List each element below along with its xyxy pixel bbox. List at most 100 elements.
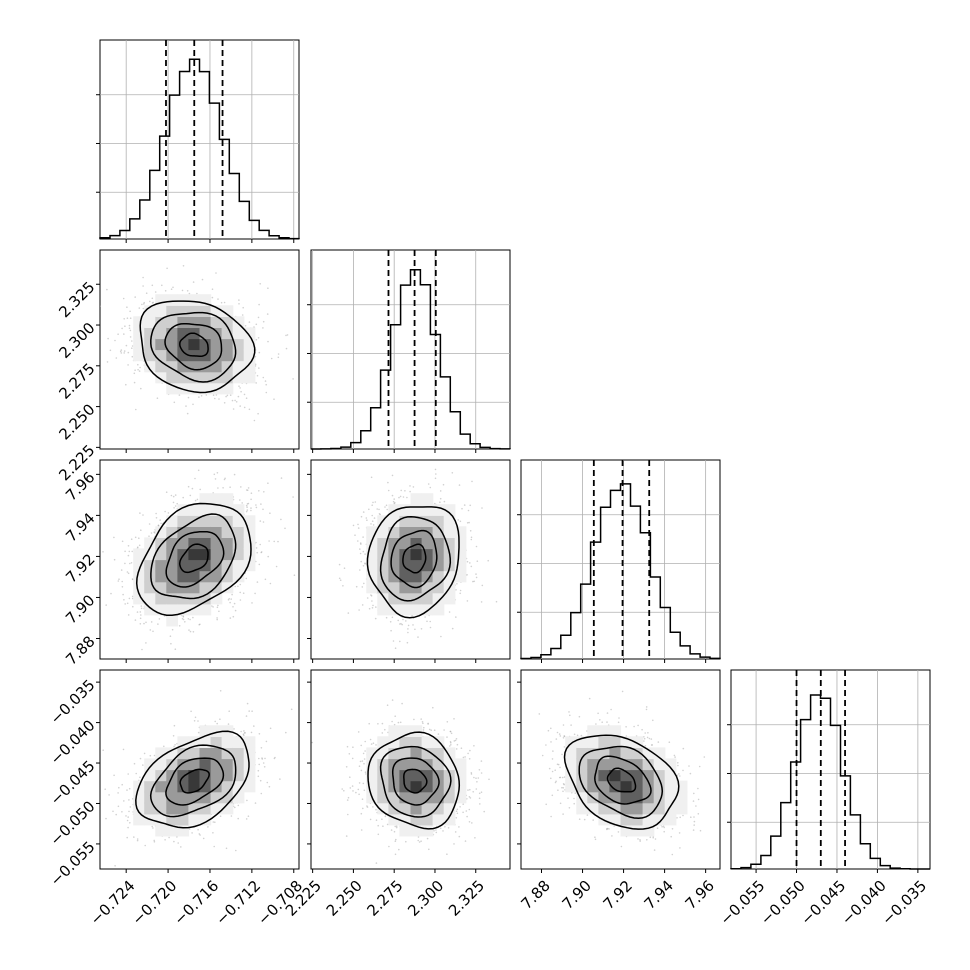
- sample-point: [370, 523, 372, 525]
- density-cell: [133, 581, 145, 594]
- sample-point: [194, 477, 196, 480]
- sample-point: [192, 403, 194, 406]
- sample-point: [215, 394, 218, 396]
- sample-point: [243, 393, 246, 396]
- density-cell: [177, 537, 190, 550]
- hist-panel-2: [517, 459, 721, 663]
- sample-point: [407, 624, 410, 627]
- sample-point: [361, 604, 364, 606]
- sample-point: [234, 399, 236, 402]
- density-cell: [177, 349, 190, 362]
- sample-point: [216, 472, 219, 474]
- density-cell: [155, 305, 167, 317]
- sample-point: [187, 485, 190, 488]
- sample-point: [214, 478, 217, 480]
- sample-point: [406, 496, 408, 499]
- density-cell: [210, 515, 223, 527]
- sample-point: [173, 507, 175, 509]
- sample-point: [373, 517, 376, 519]
- density-cell: [188, 338, 201, 351]
- sample-point: [242, 592, 245, 594]
- sample-point: [407, 631, 409, 634]
- density-cell: [188, 570, 201, 583]
- sample-point: [181, 617, 184, 620]
- density-cell: [166, 603, 178, 616]
- density-cell: [155, 316, 167, 328]
- sample-point: [439, 501, 441, 504]
- sample-point: [248, 321, 251, 323]
- density-cell: [155, 371, 167, 384]
- density-cell: [221, 349, 234, 362]
- sample-point: [426, 620, 428, 623]
- sample-point: [126, 602, 129, 605]
- density-cell: [177, 327, 190, 340]
- panel-content: [102, 469, 296, 651]
- density-cell: [399, 515, 412, 527]
- sample-point: [142, 514, 144, 516]
- density-cell: [210, 360, 223, 373]
- sample-point: [400, 489, 403, 492]
- sample-point: [259, 543, 262, 546]
- density-cell: [232, 515, 245, 527]
- density-cell: [388, 537, 401, 550]
- density-cell: [210, 316, 223, 328]
- density-cell: [221, 371, 234, 384]
- sample-point: [166, 267, 168, 270]
- density-cell: [155, 559, 167, 572]
- density-cell: [210, 526, 223, 538]
- density-cell: [232, 327, 245, 340]
- density-cell: [177, 526, 190, 538]
- sample-point: [270, 357, 273, 360]
- sample-point: [466, 522, 469, 524]
- density-cell: [410, 603, 423, 616]
- sample-point: [199, 623, 201, 626]
- histogram-step: [311, 269, 511, 450]
- sample-point: [238, 385, 240, 388]
- sample-point: [391, 494, 394, 497]
- sample-point: [265, 383, 268, 386]
- density-cell: [243, 360, 256, 373]
- sample-point: [470, 536, 473, 539]
- sample-point: [157, 623, 159, 625]
- sample-point: [387, 489, 390, 492]
- sample-point: [237, 585, 239, 588]
- sample-point: [148, 523, 151, 525]
- density-cell: [232, 360, 245, 373]
- density-cell: [188, 603, 201, 616]
- density-cell: [221, 316, 234, 328]
- sample-point: [459, 589, 462, 592]
- sample-point: [439, 497, 442, 500]
- sample-point: [378, 508, 380, 511]
- sample-point: [113, 536, 115, 539]
- sample-point: [187, 396, 190, 399]
- density-cell: [166, 548, 178, 561]
- density-cell: [399, 559, 412, 572]
- density-cell: [199, 316, 212, 328]
- sample-point: [232, 606, 234, 608]
- density-cell: [443, 570, 456, 583]
- density-cell: [188, 504, 201, 516]
- sample-point: [100, 305, 101, 308]
- sample-point: [375, 606, 377, 608]
- sample-point: [368, 607, 371, 610]
- sample-point: [226, 394, 229, 397]
- sample-point: [205, 394, 208, 396]
- sample-point: [141, 303, 143, 306]
- sample-point: [364, 553, 366, 555]
- sample-point: [292, 496, 294, 498]
- density-cell: [410, 570, 423, 583]
- sample-point: [371, 514, 374, 517]
- sample-point: [124, 550, 126, 553]
- density-cell: [388, 515, 401, 527]
- sample-point: [267, 340, 269, 343]
- sample-point: [154, 291, 157, 293]
- sample-point: [392, 640, 395, 642]
- sample-point: [389, 621, 392, 623]
- density-cell: [232, 526, 245, 538]
- density-cell: [432, 526, 445, 538]
- sample-point: [292, 378, 294, 380]
- density-cell: [210, 371, 223, 384]
- sample-point: [182, 615, 184, 617]
- sample-point: [262, 508, 264, 511]
- sample-point: [240, 486, 242, 488]
